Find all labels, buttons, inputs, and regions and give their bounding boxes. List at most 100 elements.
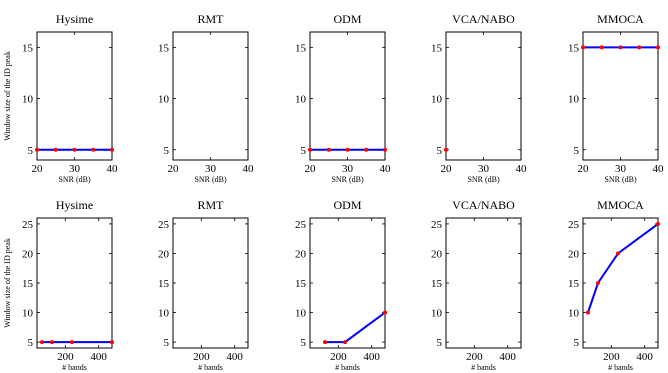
- subplot-title: MMOCA: [597, 12, 644, 26]
- subplot-title: Hysime: [56, 12, 93, 26]
- x-tick-label: 40: [107, 163, 119, 175]
- subplot-5: MMOCA 20 30 40 5 10 15 SNR (dB): [568, 12, 664, 184]
- x-axis-label: # bands: [471, 363, 496, 372]
- x-tick-label: 400: [363, 351, 380, 363]
- data-point: [70, 340, 74, 345]
- x-tick-label: 200: [193, 351, 210, 363]
- data-point: [596, 281, 600, 285]
- axes-frame: [172, 31, 249, 161]
- data-point: [656, 45, 660, 50]
- x-tick-label: 200: [330, 351, 347, 363]
- subplot-2: RMT 20 30 40 5 10 15 SNR (dB): [158, 12, 254, 184]
- y-tick-label: 5: [28, 337, 34, 349]
- x-axis-label: # bands: [62, 363, 87, 372]
- x-tick-label: 40: [653, 163, 665, 175]
- data-point: [343, 340, 347, 345]
- data-point: [599, 45, 604, 50]
- y-tick-label: 15: [431, 42, 443, 54]
- x-tick-label: 20: [168, 163, 180, 175]
- x-tick-label: 200: [57, 351, 74, 363]
- y-tick-label: 5: [164, 145, 170, 157]
- y-tick-label: 5: [164, 337, 170, 349]
- y-tick-label: 15: [568, 278, 580, 290]
- data-point: [35, 147, 39, 152]
- data-point: [637, 45, 642, 50]
- x-axis-label: SNR (dB): [467, 175, 500, 184]
- y-tick-label: 5: [301, 145, 307, 157]
- y-tick-label: 5: [574, 337, 580, 349]
- y-tick-label: 25: [431, 219, 443, 231]
- data-point: [586, 310, 590, 315]
- x-tick-label: 40: [243, 163, 255, 175]
- data-point: [50, 340, 54, 345]
- y-tick-label: 5: [437, 337, 443, 349]
- y-tick-label: 5: [437, 145, 443, 157]
- x-axis-label: SNR (dB): [194, 175, 227, 184]
- y-tick-label: 20: [158, 248, 170, 260]
- x-tick-label: 20: [441, 163, 453, 175]
- axes-frame: [445, 217, 522, 349]
- data-point: [616, 251, 620, 256]
- axes-frame: [36, 31, 113, 161]
- y-axis-label: Window size of the ID peak: [3, 51, 12, 141]
- x-tick-label: 30: [342, 163, 354, 175]
- data-point: [581, 45, 585, 50]
- x-tick-label: 20: [32, 163, 44, 175]
- subplot-1: Hysime 20 30 40 5 10 15 SNR (dB) Window size of …: [3, 12, 118, 184]
- axes-frame: [172, 217, 249, 349]
- y-tick-label: 10: [295, 308, 307, 320]
- x-tick-label: 400: [226, 351, 243, 363]
- y-tick-label: 10: [431, 94, 443, 106]
- subplot-8: ODM 200 400 5 10 15 20 25 # bands: [295, 198, 387, 372]
- y-tick-label: 20: [568, 248, 580, 260]
- x-axis-label: SNR (dB): [58, 175, 91, 184]
- x-axis-label: # bands: [608, 363, 633, 372]
- subplot-title: VCA/NABO: [452, 198, 515, 212]
- x-tick-label: 40: [516, 163, 528, 175]
- subplot-title: MMOCA: [597, 198, 644, 212]
- y-tick-label: 10: [431, 308, 443, 320]
- x-tick-label: 400: [90, 351, 107, 363]
- y-tick-label: 10: [295, 94, 307, 106]
- data-point: [91, 147, 96, 152]
- subplot-9: VCA/NABO 200 400 5 10 15 20 25 # bands: [431, 198, 522, 372]
- y-tick-label: 25: [295, 219, 307, 231]
- x-tick-label: 30: [478, 163, 490, 175]
- x-axis-label: SNR (dB): [331, 175, 364, 184]
- y-tick-label: 10: [22, 94, 34, 106]
- data-point: [345, 147, 350, 152]
- data-point: [364, 147, 369, 152]
- y-tick-label: 15: [22, 278, 34, 290]
- x-axis-label: # bands: [198, 363, 223, 372]
- y-axis-label: Window size of the ID peak: [3, 238, 12, 328]
- x-tick-label: 30: [615, 163, 627, 175]
- data-point: [444, 147, 448, 152]
- subplot-3: ODM 20 30 40 5 10 15 SNR (dB): [295, 12, 391, 184]
- subplot-6: Hysime 200 400 5 10 15 20 25 # bands Window size …: [3, 198, 114, 372]
- y-tick-label: 20: [22, 248, 34, 260]
- data-point: [53, 147, 58, 152]
- data-point: [618, 45, 623, 50]
- y-tick-label: 25: [22, 219, 34, 231]
- subplot-7: RMT 200 400 5 10 15 20 25 # bands: [158, 198, 249, 372]
- x-tick-label: 200: [466, 351, 483, 363]
- data-point: [323, 340, 327, 345]
- x-tick-label: 30: [69, 163, 81, 175]
- data-point: [383, 310, 387, 315]
- x-tick-label: 20: [305, 163, 317, 175]
- subplot-title: VCA/NABO: [452, 12, 515, 26]
- data-point: [110, 340, 114, 345]
- y-tick-label: 10: [22, 308, 34, 320]
- subplot-title: ODM: [333, 12, 361, 26]
- y-tick-label: 5: [301, 337, 307, 349]
- x-axis-label: SNR (dB): [604, 175, 637, 184]
- subplot-title: ODM: [333, 198, 361, 212]
- x-axis-label: # bands: [335, 363, 360, 372]
- subplot-title: Hysime: [56, 198, 93, 212]
- y-tick-label: 20: [431, 248, 443, 260]
- y-tick-label: 5: [28, 145, 34, 157]
- axes-frame: [309, 31, 386, 161]
- x-tick-label: 400: [499, 351, 516, 363]
- y-tick-label: 15: [158, 278, 170, 290]
